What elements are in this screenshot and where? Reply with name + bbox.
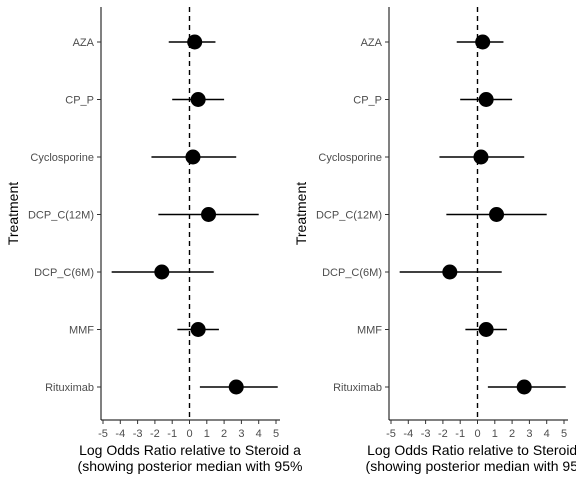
median-point <box>475 34 491 50</box>
x-axis-title-line1: Log Odds Ratio relative to Steroid a <box>367 442 576 458</box>
x-tick-label: -3 <box>421 428 431 440</box>
y-axis-title: Treatment <box>293 182 309 245</box>
y-tick-label: Cyclosporine <box>318 152 382 164</box>
x-tick-label: 0 <box>474 428 480 440</box>
median-point <box>478 322 494 337</box>
x-tick-label: 1 <box>492 428 498 440</box>
y-tick-label: MMF <box>357 325 382 337</box>
y-tick-label: DCP_C(6M) <box>34 267 94 279</box>
median-point <box>473 149 489 165</box>
x-tick-label: -4 <box>403 428 413 440</box>
x-tick-label: -2 <box>438 428 448 440</box>
x-tick-label: 3 <box>526 428 532 440</box>
x-tick-label: 4 <box>544 428 550 440</box>
median-point <box>190 322 206 337</box>
x-tick-label: 5 <box>561 428 567 440</box>
median-point <box>190 92 206 107</box>
median-point <box>489 207 505 222</box>
x-tick-label: 2 <box>221 428 227 440</box>
panel-2: AZA CP_P Cyclosporine DCP_C(12M) DCP_C(6M) MM… <box>293 7 576 474</box>
x-tick-label: -5 <box>386 428 396 440</box>
y-tick-label: AZA <box>73 37 95 49</box>
x-tick-label: -4 <box>115 428 125 440</box>
median-point <box>478 92 494 107</box>
y-tick-label: CP_P <box>353 95 382 107</box>
x-tick-label: -2 <box>150 428 160 440</box>
x-tick-label: 0 <box>186 428 192 440</box>
x-tick-label: -3 <box>133 428 143 440</box>
y-tick-label: Rituximab <box>45 382 94 394</box>
x-tick-label: 4 <box>256 428 262 440</box>
y-axis-title: Treatment <box>5 182 21 245</box>
y-tick-label: MMF <box>69 325 94 337</box>
median-point <box>154 264 170 280</box>
median-point <box>516 379 532 395</box>
y-tick-label: DCP_C(6M) <box>322 267 382 279</box>
y-tick-label: AZA <box>361 37 383 49</box>
median-point <box>187 34 203 50</box>
x-tick-label: 2 <box>509 428 515 440</box>
y-tick-label: DCP_C(12M) <box>316 210 382 222</box>
y-tick-label: DCP_C(12M) <box>28 210 94 222</box>
median-point <box>442 264 458 280</box>
x-tick-label: 5 <box>273 428 279 440</box>
median-point <box>185 149 201 165</box>
median-point <box>228 379 244 395</box>
x-axis-title-line1: Log Odds Ratio relative to Steroid a <box>79 442 301 458</box>
y-tick-label: Rituximab <box>333 382 382 394</box>
x-tick-label: -1 <box>167 428 177 440</box>
x-tick-label: 1 <box>204 428 210 440</box>
panel-1: AZA CP_P Cyclosporine DCP_C(12M) DCP_C(6M) MM… <box>5 7 302 474</box>
x-tick-label: 3 <box>238 428 244 440</box>
x-axis-title-line2: (showing posterior median with 95% <box>78 458 303 474</box>
x-axis-title-line2: (showing posterior median with 95% <box>366 458 576 474</box>
median-point <box>201 207 217 222</box>
y-tick-label: Cyclosporine <box>30 152 94 164</box>
x-tick-label: -5 <box>98 428 108 440</box>
y-tick-label: CP_P <box>65 95 94 107</box>
x-tick-label: -1 <box>455 428 465 440</box>
